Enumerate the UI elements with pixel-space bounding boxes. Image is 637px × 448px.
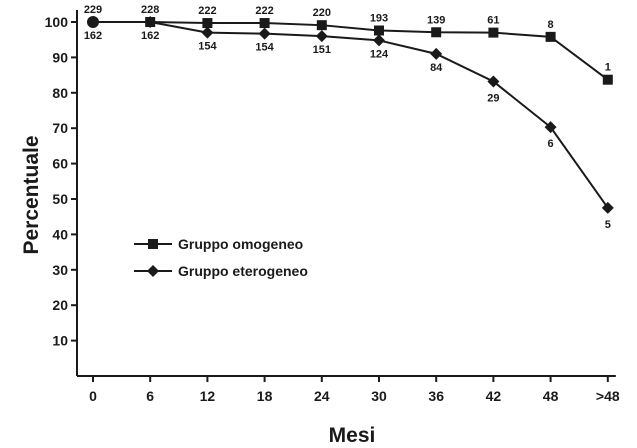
diamond-marker xyxy=(544,121,557,134)
square-marker xyxy=(259,18,270,29)
y-tick-label: 70 xyxy=(52,120,68,136)
data-label-omogeneo: 1 xyxy=(605,62,611,74)
x-axis-ticks: 0 6 12 18 24 30 36 42 48 >48 xyxy=(89,376,620,404)
axes xyxy=(76,10,616,377)
data-label-eterogeneo: 151 xyxy=(313,44,331,56)
square-marker xyxy=(316,20,327,31)
x-tick-label: 42 xyxy=(486,388,502,404)
x-tick-label: >48 xyxy=(596,388,620,404)
y-tick-label: 20 xyxy=(52,297,68,313)
diamond-marker xyxy=(201,26,214,39)
series-layer xyxy=(87,16,614,214)
x-tick-label: 36 xyxy=(428,388,444,404)
diamond-marker xyxy=(601,201,614,214)
y-tick-label: 80 xyxy=(52,85,68,101)
legend-label-eterogeneo: Gruppo eterogeneo xyxy=(178,263,308,279)
square-marker xyxy=(545,31,556,42)
y-axis-title: Percentuale xyxy=(20,135,43,254)
legend-label-omogeneo: Gruppo omogeneo xyxy=(178,236,303,252)
y-tick-label: 50 xyxy=(52,191,68,207)
start-point-marker xyxy=(87,16,99,28)
y-axis-ticks: 10 20 30 40 50 60 70 80 90 100 xyxy=(45,14,77,349)
x-tick-label: 6 xyxy=(146,388,154,404)
diamond-marker xyxy=(487,75,500,88)
data-label-eterogeneo: 162 xyxy=(141,30,159,42)
data-label-omogeneo: 139 xyxy=(427,14,445,26)
x-tick-label: 0 xyxy=(89,388,97,404)
data-label-eterogeneo: 29 xyxy=(487,92,499,104)
data-label-omogeneo: 222 xyxy=(255,5,273,17)
data-label-eterogeneo: 5 xyxy=(605,219,611,231)
square-marker xyxy=(602,74,613,85)
x-tick-label: 18 xyxy=(257,388,273,404)
data-label-omogeneo: 229 xyxy=(84,4,102,16)
x-tick-label: 24 xyxy=(314,388,330,404)
data-label-eterogeneo: 154 xyxy=(255,42,274,54)
diamond-marker xyxy=(147,265,159,277)
square-marker xyxy=(202,18,213,29)
square-marker xyxy=(431,27,442,38)
x-tick-label: 48 xyxy=(543,388,559,404)
data-label-eterogeneo: 6 xyxy=(548,138,554,150)
x-axis-title: Mesi xyxy=(329,424,376,447)
y-tick-label: 30 xyxy=(52,262,68,278)
legend: Gruppo omogeneo Gruppo eterogeneo xyxy=(134,236,308,279)
data-label-omogeneo: 228 xyxy=(141,4,159,16)
diamond-marker xyxy=(258,27,271,40)
x-tick-label: 30 xyxy=(371,388,387,404)
y-tick-label: 10 xyxy=(52,333,68,349)
data-label-eterogeneo: 84 xyxy=(430,62,443,74)
data-label-omogeneo: 8 xyxy=(548,19,554,31)
square-marker xyxy=(374,25,384,36)
y-tick-label: 60 xyxy=(52,156,68,172)
square-marker xyxy=(488,27,499,38)
y-tick-label: 40 xyxy=(52,226,68,242)
data-label-eterogeneo: 124 xyxy=(370,48,389,60)
data-labels: 229 228 222 222 220 193 139 61 8 1 162 162 154 154 151… xyxy=(84,4,611,231)
diamond-marker xyxy=(315,30,328,43)
diamond-marker xyxy=(373,34,385,47)
data-label-omogeneo: 220 xyxy=(313,7,331,19)
diamond-marker xyxy=(430,47,443,60)
series-line-eterogeneo xyxy=(93,21,609,209)
data-label-eterogeneo: 154 xyxy=(198,41,217,53)
diamond-marker xyxy=(144,16,157,28)
series-line-omogeneo xyxy=(93,21,609,81)
data-label-omogeneo: 61 xyxy=(487,15,499,27)
y-tick-label: 100 xyxy=(45,14,69,30)
data-label-omogeneo: 222 xyxy=(198,5,216,17)
y-tick-label: 90 xyxy=(52,49,68,65)
data-label-eterogeneo: 162 xyxy=(84,30,102,42)
square-marker xyxy=(148,239,158,249)
x-tick-label: 12 xyxy=(200,388,216,404)
data-label-omogeneo: 193 xyxy=(370,12,388,24)
